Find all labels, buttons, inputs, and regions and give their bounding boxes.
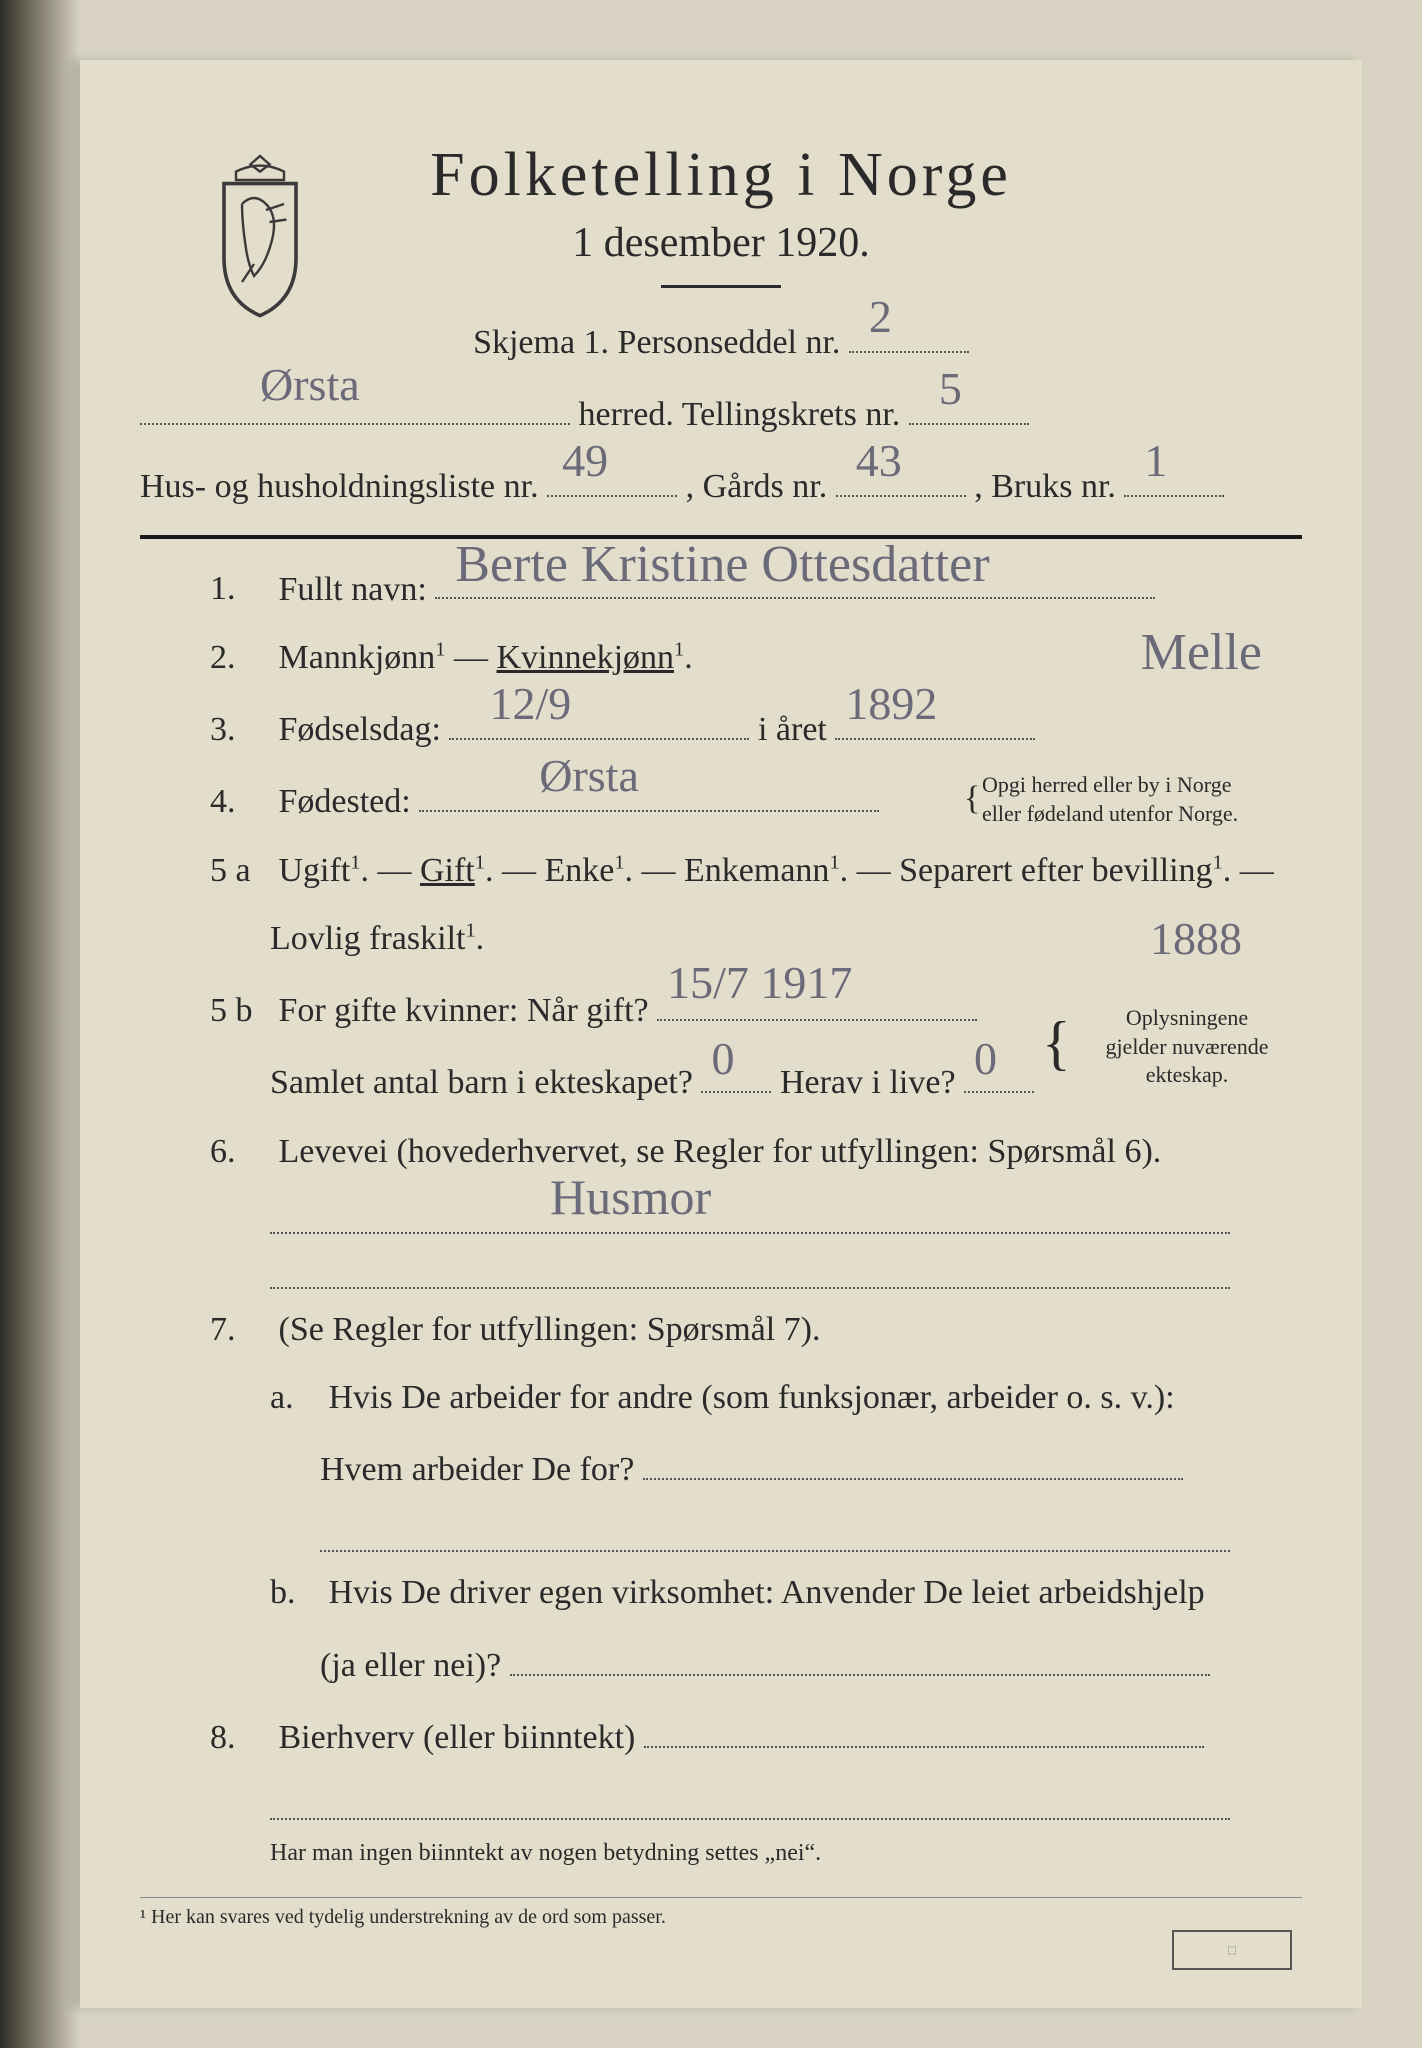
meta-husliste: Hus- og husholdningsliste nr. 49 , Gårds… <box>140 456 1302 514</box>
q4-note: { Opgi herred eller by i Norge eller fød… <box>982 771 1312 828</box>
gards-blank: 43 <box>836 456 966 497</box>
q6-blank-line2 <box>270 1248 1230 1289</box>
q7b-letter: b. <box>270 1566 320 1620</box>
q4-blank: Ørsta <box>419 771 879 812</box>
q7b2-text: (ja eller nei)? <box>320 1647 501 1684</box>
q5b-cont: Samlet antal barn i ekteskapet? 0 Herav … <box>140 1052 1302 1110</box>
q7a-letter: a. <box>270 1371 320 1425</box>
printer-stamp: ⬚ <box>1172 1930 1292 1970</box>
q1: 1. Fullt navn: Berte Kristine Ottesdatte… <box>140 559 1302 617</box>
q2-kvinne: Kvinnekjønn <box>496 639 674 676</box>
q6-answer: Husmor <box>140 1193 1302 1234</box>
q3: 3. Fødselsdag: 12/9 i året 1892 <box>140 699 1302 757</box>
q6-num: 6. <box>210 1125 270 1179</box>
section-divider <box>140 535 1302 539</box>
bottom-note: ¹ Her kan svares ved tydelig understrekn… <box>140 1897 1302 1929</box>
q7a: a. Hvis De arbeider for andre (som funks… <box>140 1371 1302 1425</box>
q8-label: Bierhverv (eller biinntekt) <box>279 1719 636 1756</box>
personseddel-blank: 2 <box>849 312 969 353</box>
bruks-blank: 1 <box>1124 456 1224 497</box>
meta-skjema: Skjema 1. Personseddel nr. 2 <box>140 312 1302 370</box>
q7a-blank2 <box>140 1512 1302 1553</box>
q5a: 5 a Ugift1. — Gift1. — Enke1. — Enkemann… <box>140 844 1302 898</box>
herred-blank: Ørsta <box>140 384 570 425</box>
q7a2: Hvem arbeider De for? <box>140 1439 1302 1497</box>
q8-num: 8. <box>210 1711 270 1765</box>
bruks-label: , Bruks nr. <box>974 468 1116 505</box>
q7a-blank <box>643 1439 1183 1480</box>
footnote: Har man ingen biinntekt av nogen betydni… <box>140 1840 1302 1867</box>
q5a-cont: Lovlig fraskilt1. 1888 <box>140 912 1302 966</box>
q4-note-a: Opgi herred eller by i Norge <box>982 772 1231 797</box>
q2: 2. Mannkjønn1 — Kvinnekjønn1. Melle <box>140 631 1302 685</box>
q6-label: Levevei (hovederhvervet, se Regler for u… <box>279 1133 1162 1170</box>
q1-value2: Melle <box>1141 611 1262 694</box>
q5b-alive-blank: 0 <box>964 1052 1034 1093</box>
tellingskrets-blank: 5 <box>909 384 1029 425</box>
meta-herred: Ørsta herred. Tellingskrets nr. 5 <box>140 384 1302 442</box>
husliste-label: Hus- og husholdningsliste nr. <box>140 468 539 505</box>
q5b-label-a: For gifte kvinner: Når gift? <box>279 992 649 1029</box>
q5b-label-b: Samlet antal barn i ekteskapet? <box>270 1064 693 1101</box>
q5b-label-c: Herav i live? <box>780 1064 956 1101</box>
q8-blank2 <box>140 1779 1302 1820</box>
binding-edge <box>0 0 80 2048</box>
q8-blank-line2 <box>270 1779 1230 1820</box>
q6-blank: Husmor <box>270 1193 1230 1234</box>
q2-mann: Mannkjønn <box>279 639 436 676</box>
q5b-num: 5 b <box>210 984 270 1038</box>
q3-year-label: i året <box>758 711 827 748</box>
q7-num: 7. <box>210 1303 270 1357</box>
gards-label: , Gårds nr. <box>686 468 828 505</box>
q8: 8. Bierhverv (eller biinntekt) <box>140 1707 1302 1765</box>
q8-blank <box>644 1707 1204 1748</box>
q3-year-blank: 1892 <box>835 699 1035 740</box>
q5a-margin: 1888 <box>1150 902 1242 976</box>
q3-num: 3. <box>210 703 270 757</box>
q5b: 5 b For gifte kvinner: Når gift? 15/7 19… <box>140 980 1302 1038</box>
q7a-blank-line2 <box>320 1512 1230 1553</box>
q1-num: 1. <box>210 562 270 616</box>
q7b-blank <box>510 1635 1210 1676</box>
q5b-total-blank: 0 <box>701 1052 771 1093</box>
herred-label: herred. Tellingskrets nr. <box>579 396 901 433</box>
shield-icon <box>200 150 320 318</box>
q5a-num: 5 a <box>210 844 270 898</box>
q1-label: Fullt navn: <box>279 570 427 607</box>
q4-label: Fødested: <box>279 783 411 820</box>
q5a-options2: Lovlig fraskilt1. <box>270 920 484 957</box>
document-page: Folketelling i Norge 1 desember 1920. Sk… <box>80 60 1362 2008</box>
coat-of-arms-icon <box>200 150 320 310</box>
q7b-text: Hvis De driver egen virksomhet: Anvender… <box>329 1574 1205 1611</box>
q7: 7. (Se Regler for utfyllingen: Spørsmål … <box>140 1303 1302 1357</box>
title-divider <box>661 285 781 288</box>
q1-blank: Berte Kristine Ottesdatter <box>435 559 1155 600</box>
q5b-when-blank: 15/7 1917 <box>657 980 977 1021</box>
q4: 4. Fødested: Ørsta { Opgi herred eller b… <box>140 771 1302 829</box>
husliste-blank: 49 <box>547 456 677 497</box>
q2-sep: — <box>454 639 497 676</box>
personseddel-value: 2 <box>869 280 892 354</box>
q7b2: (ja eller nei)? <box>140 1635 1302 1693</box>
q2-sup2: 1 <box>674 638 684 660</box>
brace-icon: { <box>964 777 980 821</box>
q5a-options: Ugift1. — Gift1. — Enke1. — Enkemann1. —… <box>279 852 1274 889</box>
skjema-label: Skjema 1. Personseddel nr. <box>473 324 840 361</box>
q5b-note-a: Oplysningene <box>1126 1005 1248 1030</box>
q6-blank2 <box>140 1248 1302 1289</box>
header: Folketelling i Norge 1 desember 1920. <box>140 140 1302 288</box>
q7-label: (Se Regler for utfyllingen: Spørsmål 7). <box>279 1311 821 1348</box>
q2-sup1: 1 <box>435 638 445 660</box>
q4-note-b: eller fødeland utenfor Norge. <box>982 801 1238 826</box>
q3-label: Fødselsdag: <box>279 711 441 748</box>
q7a-text: Hvis De arbeider for andre (som funksjon… <box>329 1379 1175 1416</box>
q7a2-text: Hvem arbeider De for? <box>320 1451 634 1488</box>
q7b: b. Hvis De driver egen virksomhet: Anven… <box>140 1566 1302 1620</box>
q4-num: 4. <box>210 775 270 829</box>
q3-day-blank: 12/9 <box>449 699 749 740</box>
q2-num: 2. <box>210 631 270 685</box>
q6: 6. Levevei (hovederhvervet, se Regler fo… <box>140 1125 1302 1179</box>
